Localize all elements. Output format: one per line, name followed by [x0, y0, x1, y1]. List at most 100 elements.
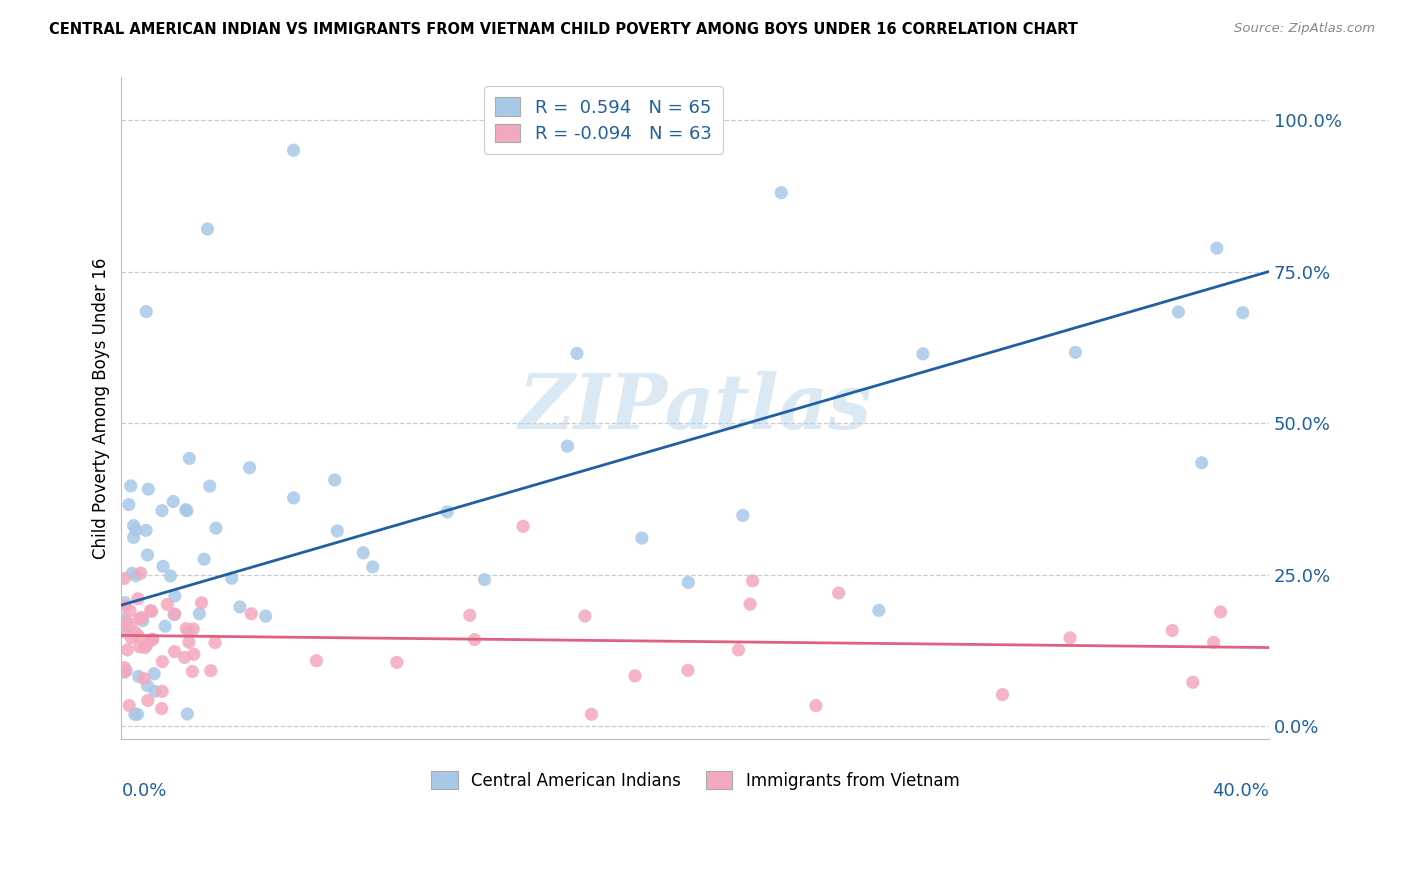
Point [120, 479, 142, 493]
Point [121, 566, 143, 581]
Point [115, 615, 138, 630]
Point [204, 635, 226, 649]
Point [136, 693, 159, 707]
Point [163, 589, 186, 603]
Point [132, 614, 155, 628]
Point [122, 518, 145, 533]
Text: 0.0%: 0.0% [121, 781, 167, 799]
Point [124, 707, 146, 722]
Point [174, 622, 197, 636]
Point [1167, 305, 1189, 319]
Point [125, 568, 148, 582]
Legend: Central American Indians, Immigrants from Vietnam: Central American Indians, Immigrants fro… [425, 764, 966, 797]
Point [114, 660, 136, 674]
Point [141, 632, 163, 647]
Point [135, 638, 157, 652]
Point [118, 604, 141, 618]
Y-axis label: Child Poverty Among Boys Under 16: Child Poverty Among Boys Under 16 [93, 257, 110, 558]
Point [179, 451, 201, 466]
Point [114, 595, 136, 609]
Point [183, 647, 205, 661]
Point [458, 608, 481, 623]
Point [1161, 624, 1184, 638]
Point [153, 619, 176, 633]
Point [163, 607, 186, 622]
Point [162, 494, 184, 508]
Point [120, 617, 142, 632]
Point [128, 612, 150, 626]
Point [624, 669, 647, 683]
Point [631, 531, 654, 545]
Point [193, 552, 215, 566]
Point [770, 186, 793, 200]
Point [991, 688, 1014, 702]
Point [150, 701, 173, 715]
Point [283, 143, 305, 157]
Point [676, 663, 699, 677]
Point [127, 707, 149, 722]
Point [114, 615, 136, 629]
Point [804, 698, 827, 713]
Point [240, 607, 263, 621]
Point [731, 508, 754, 523]
Point [197, 222, 219, 236]
Point [114, 624, 136, 639]
Point [1191, 456, 1213, 470]
Point [150, 655, 173, 669]
Point [1059, 631, 1081, 645]
Point [557, 439, 579, 453]
Point [326, 524, 349, 538]
Point [129, 566, 152, 580]
Point [143, 684, 166, 698]
Point [678, 575, 700, 590]
Point [254, 609, 277, 624]
Point [115, 664, 138, 678]
Text: Source: ZipAtlas.com: Source: ZipAtlas.com [1234, 22, 1375, 36]
Point [221, 571, 243, 585]
Point [181, 622, 204, 636]
Point [198, 479, 221, 493]
Point [283, 491, 305, 505]
Text: CENTRAL AMERICAN INDIAN VS IMMIGRANTS FROM VIETNAM CHILD POVERTY AMONG BOYS UNDE: CENTRAL AMERICAN INDIAN VS IMMIGRANTS FR… [49, 22, 1078, 37]
Point [112, 624, 135, 638]
Point [159, 569, 181, 583]
Point [136, 548, 159, 562]
Point [163, 607, 186, 621]
Point [474, 573, 496, 587]
Point [125, 523, 148, 537]
Point [1202, 635, 1225, 649]
Point [139, 633, 162, 648]
Point [127, 591, 149, 606]
Text: 40.0%: 40.0% [1212, 781, 1270, 799]
Point [136, 482, 159, 496]
Point [177, 635, 200, 649]
Point [118, 498, 141, 512]
Point [174, 502, 197, 516]
Point [139, 604, 162, 618]
Point [436, 505, 458, 519]
Point [464, 632, 486, 647]
Point [112, 665, 135, 680]
Point [117, 643, 139, 657]
Point [323, 473, 346, 487]
Point [141, 632, 163, 647]
Point [188, 607, 211, 621]
Point [150, 504, 173, 518]
Point [118, 698, 141, 713]
Point [112, 571, 135, 585]
Point [177, 624, 200, 638]
Point [114, 599, 136, 614]
Point [305, 654, 328, 668]
Point [581, 707, 603, 722]
Point [738, 597, 761, 611]
Point [238, 460, 260, 475]
Point [1205, 241, 1227, 255]
Point [150, 684, 173, 698]
Point [136, 679, 159, 693]
Point [512, 519, 534, 533]
Point [128, 669, 150, 683]
Point [868, 603, 890, 617]
Point [141, 604, 163, 618]
Point [1209, 605, 1232, 619]
Point [127, 629, 149, 643]
